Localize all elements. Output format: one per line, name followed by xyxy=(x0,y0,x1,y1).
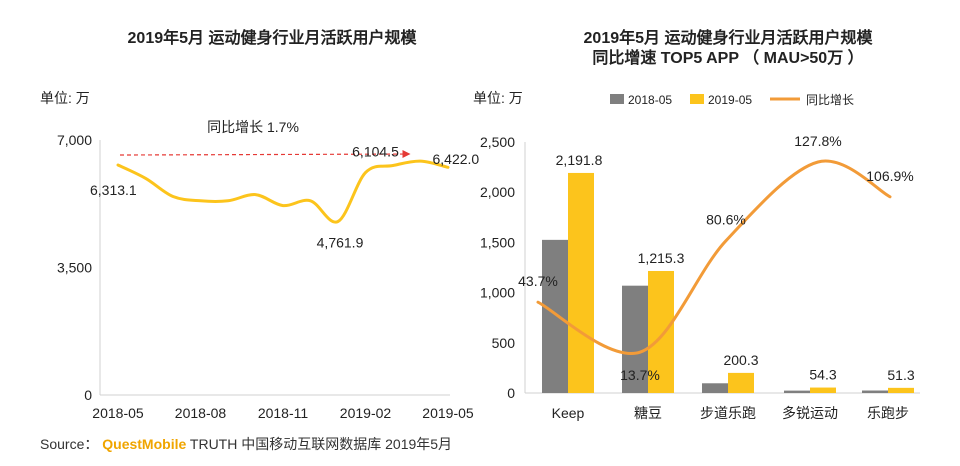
left-y-tick-label: 7,000 xyxy=(57,132,92,148)
legend-label-2018: 2018-05 xyxy=(628,93,672,107)
monthly-active-users-line xyxy=(116,159,450,224)
growth-data-label: 13.7% xyxy=(620,367,660,383)
bar-2019-value-label: 200.3 xyxy=(723,352,758,368)
left-y-tick-label: 3,500 xyxy=(57,260,92,276)
legend-label-growth: 同比增长 xyxy=(806,93,854,107)
bar-2018-05 xyxy=(862,390,888,393)
bar-2019-value-label: 1,215.3 xyxy=(638,250,685,266)
right-unit-label: 单位: 万 xyxy=(473,90,523,106)
growth-data-label: 43.7% xyxy=(518,273,558,289)
left-x-tick-label: 2018-11 xyxy=(258,405,309,421)
left-x-tick-label: 2018-08 xyxy=(175,405,227,421)
left-y-tick-label: 0 xyxy=(84,387,92,403)
yoy-trend-arrow xyxy=(119,153,405,156)
left-x-tick-label: 2018-05 xyxy=(92,405,144,421)
source-text: TRUTH 中国移动互联网数据库 2019年5月 xyxy=(189,436,453,452)
left-chart: 2019年5月 运动健身行业月活跃用户规模 单位: 万 03,5007,000 … xyxy=(40,28,479,421)
growth-data-label: 80.6% xyxy=(706,212,746,228)
left-x-tick-label: 2019-02 xyxy=(340,405,392,421)
bar-2019-05 xyxy=(810,387,836,393)
bar-2019-05 xyxy=(888,387,914,393)
bar-2019-05 xyxy=(648,270,674,393)
growth-data-label: 106.9% xyxy=(866,168,913,184)
right-y-tick-label: 2,500 xyxy=(480,134,515,150)
bar-2019-05 xyxy=(568,172,594,393)
right-x-tick-label: 多锐运动 xyxy=(782,405,838,421)
yoy-growth-line xyxy=(536,159,892,356)
right-x-tick-label: 糖豆 xyxy=(634,405,662,421)
bar-2018-05 xyxy=(622,285,648,393)
trend-arrowhead-icon xyxy=(402,150,411,159)
bar-2018-05 xyxy=(542,239,568,393)
right-chart-subtitle: 同比增速 TOP5 APP （ MAU>50万 ） xyxy=(592,48,863,67)
right-y-tick-label: 500 xyxy=(492,335,516,351)
right-y-tick-label: 1,000 xyxy=(480,285,515,301)
source-label: Source： xyxy=(40,436,99,452)
left-data-label: 4,761.9 xyxy=(317,235,364,251)
growth-data-label: 127.8% xyxy=(794,133,841,149)
legend-swatch-2018 xyxy=(610,94,624,104)
bar-2019-05 xyxy=(728,372,754,393)
left-data-label: 6,104.5 xyxy=(352,144,399,160)
right-x-tick-label: 步道乐跑 xyxy=(700,405,756,421)
right-chart: 2019年5月 运动健身行业月活跃用户规模 同比增速 TOP5 APP （ MA… xyxy=(473,28,920,421)
left-data-label: 6,422.0 xyxy=(433,151,480,167)
left-data-label: 6,313.1 xyxy=(90,182,137,198)
bar-2019-value-label: 51.3 xyxy=(887,367,914,383)
legend-label-2019: 2019-05 xyxy=(708,93,752,107)
left-x-tick-label: 2019-05 xyxy=(422,405,474,421)
brand-name: QuestMobile xyxy=(102,436,187,452)
bar-2019-value-label: 2,191.8 xyxy=(556,152,603,168)
legend-swatch-2019 xyxy=(690,94,704,104)
legend: 2018-05 2019-05 同比增长 xyxy=(610,93,854,107)
left-unit-label: 单位: 万 xyxy=(40,90,90,106)
bar-2018-05 xyxy=(702,383,728,393)
bar-2018-05 xyxy=(784,390,810,393)
right-y-tick-label: 2,000 xyxy=(480,184,515,200)
right-chart-title: 2019年5月 运动健身行业月活跃用户规模 xyxy=(584,28,874,47)
right-y-tick-label: 0 xyxy=(507,385,515,401)
bar-2019-value-label: 54.3 xyxy=(809,367,836,383)
source-footer: Source： QuestMobile TRUTH 中国移动互联网数据库 201… xyxy=(40,434,452,454)
yoy-growth-annotation: 同比增长 1.7% xyxy=(207,119,299,135)
right-x-tick-label: Keep xyxy=(552,405,585,421)
right-y-tick-label: 1,500 xyxy=(480,234,515,250)
right-x-tick-label: 乐跑步 xyxy=(867,405,909,421)
left-chart-title: 2019年5月 运动健身行业月活跃用户规模 xyxy=(128,28,418,47)
